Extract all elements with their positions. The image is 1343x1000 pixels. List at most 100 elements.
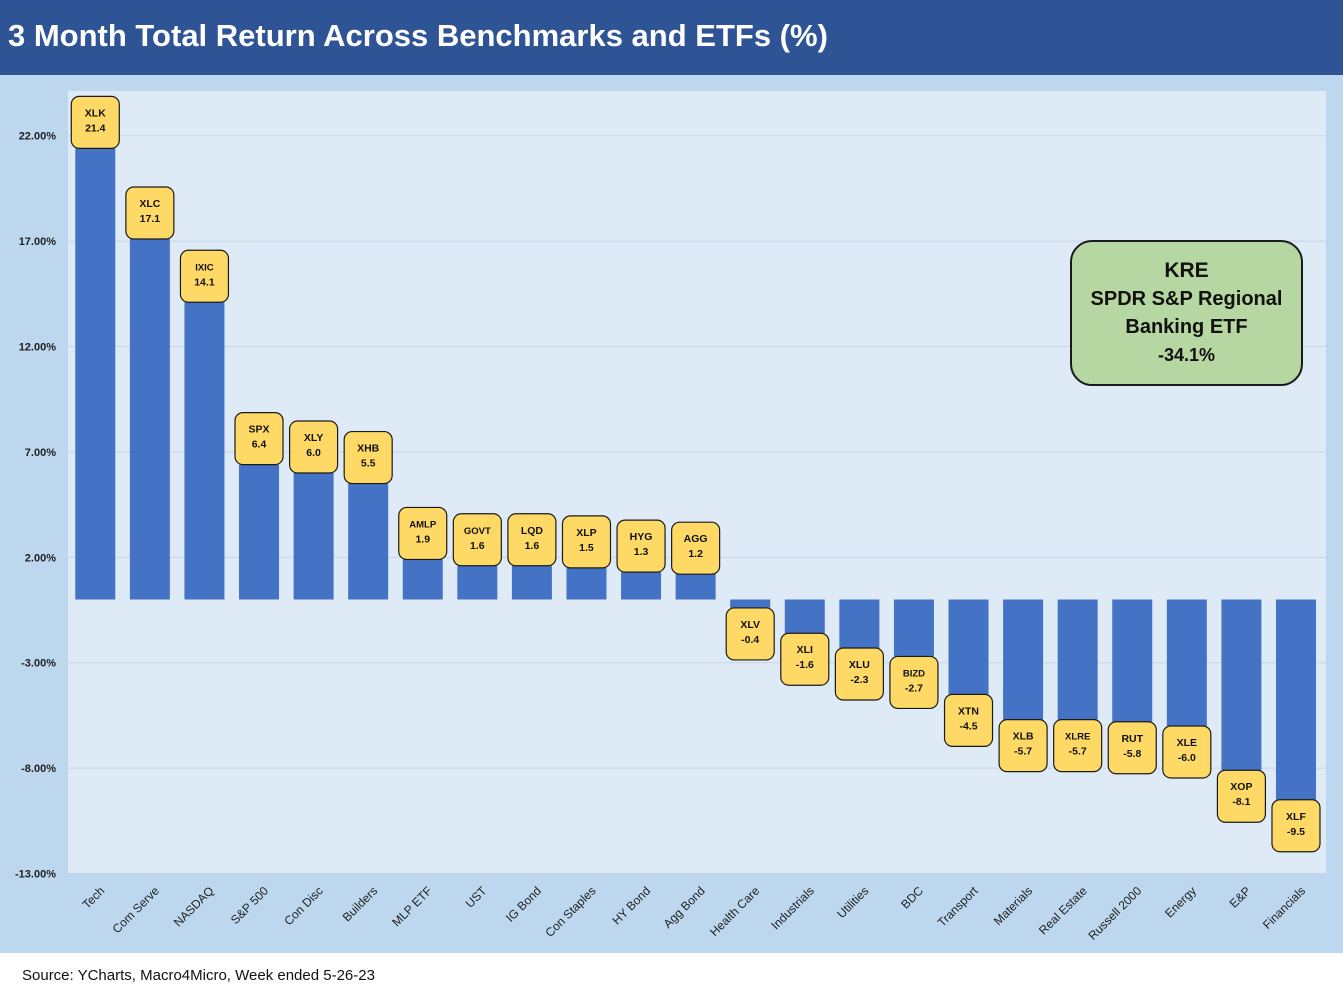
ticker-label: XHB	[357, 443, 380, 455]
x-tick-label: Agg Bond	[661, 884, 708, 931]
data-label-box	[234, 411, 284, 466]
bar	[1057, 599, 1098, 720]
data-label: 17.1	[140, 213, 161, 225]
x-tick-label: IG Bond	[503, 884, 544, 925]
x-tick-label: Transport	[935, 883, 981, 929]
data-label: 1.5	[579, 542, 594, 554]
ticker-label: LQD	[521, 525, 544, 537]
bar	[893, 599, 934, 657]
x-tick-label: Financials	[1260, 884, 1308, 932]
data-label: -5.7	[1069, 746, 1087, 758]
ticker-label: XLU	[849, 659, 870, 671]
bar	[675, 574, 716, 600]
bar	[457, 565, 498, 600]
title-bar: 3 Month Total Return Across Benchmarks a…	[0, 0, 1343, 75]
x-tick-label: Con Disc	[281, 884, 325, 928]
data-label: 6.0	[306, 447, 321, 459]
x-tick-label: Health Care	[707, 884, 762, 939]
footer: Source: YCharts, Macro4Micro, Week ended…	[0, 953, 1343, 1000]
x-tick-label: UST	[463, 883, 490, 910]
callout-name: SPDR S&P Regional Banking ETF	[1090, 288, 1283, 338]
data-label-box	[725, 607, 775, 661]
data-label-box	[1107, 721, 1157, 775]
data-label-box	[834, 647, 884, 701]
bar	[75, 148, 116, 600]
data-label: 1.3	[634, 546, 649, 558]
data-label-box	[561, 515, 612, 569]
x-tick-label: MLP ETF	[389, 884, 435, 930]
data-label-box	[452, 513, 502, 567]
ticker-label: XLP	[576, 527, 596, 539]
data-label-box	[671, 521, 721, 575]
callout-value: -34.1%	[1157, 345, 1216, 365]
data-label-box	[507, 513, 557, 567]
data-label: -9.5	[1287, 826, 1305, 838]
ticker-label: GOVT	[464, 526, 491, 537]
ticker-label: XOP	[1230, 781, 1252, 793]
data-label-box	[889, 655, 939, 710]
bar	[839, 599, 880, 648]
bar	[348, 483, 389, 600]
data-label: -6.0	[1178, 752, 1196, 764]
data-label-box	[70, 95, 120, 149]
bar	[1112, 599, 1153, 722]
bar	[1221, 599, 1262, 771]
ticker-label: XLF	[1286, 811, 1306, 823]
ticker-label: XLK	[85, 107, 106, 119]
bar	[402, 559, 443, 600]
data-label-box	[998, 719, 1048, 773]
x-tick-label: HY Bond	[609, 884, 653, 928]
bar	[184, 302, 225, 600]
ticker-label: XLY	[304, 432, 323, 444]
data-label-box	[780, 632, 830, 686]
data-label: -5.8	[1123, 748, 1141, 760]
data-label: -4.5	[959, 720, 977, 732]
ticker-label: XLV	[740, 619, 760, 631]
data-label-box	[179, 249, 230, 303]
data-label: -8.1	[1232, 796, 1250, 808]
data-label-box	[1162, 725, 1212, 779]
ticker-label: XLC	[139, 198, 160, 210]
y-tick-label: -8.00%	[21, 763, 56, 775]
ticker-label: RUT	[1121, 733, 1143, 745]
data-label: -0.4	[741, 634, 759, 646]
y-tick-label: 17.00%	[19, 236, 57, 248]
data-label-box	[1271, 799, 1321, 853]
bar	[621, 572, 662, 600]
data-label-box	[125, 186, 175, 240]
ticker-label: XTN	[958, 705, 979, 717]
bar	[1003, 599, 1044, 720]
x-tick-label: BDC	[898, 884, 926, 912]
x-tick-label: Con Staples	[542, 884, 598, 940]
data-label: -1.6	[796, 659, 814, 671]
y-tick-label: 7.00%	[25, 447, 56, 459]
data-label: -2.7	[905, 682, 923, 694]
ticker-label: SPX	[249, 424, 270, 436]
bar	[239, 464, 280, 600]
data-label-box	[943, 693, 994, 747]
ticker-label: XLI	[797, 644, 813, 656]
data-label: 1.9	[415, 533, 430, 545]
ticker-label: IXIC	[195, 262, 214, 273]
data-label-box	[343, 430, 393, 485]
y-tick-label: 22.00%	[19, 131, 57, 143]
data-label: 1.6	[525, 540, 540, 552]
data-label-box	[616, 519, 666, 573]
x-tick-label: Industrials	[768, 884, 817, 933]
chart-title: 3 Month Total Return Across Benchmarks a…	[8, 18, 828, 53]
x-tick-label: Materials	[991, 884, 1035, 928]
ticker-label: XLE	[1177, 737, 1197, 749]
data-label: 5.5	[361, 458, 376, 470]
ticker-label: AGG	[684, 533, 708, 545]
data-label: 14.1	[194, 276, 215, 288]
x-tick-label: E&P	[1227, 884, 1254, 911]
ticker-label: HYG	[630, 531, 653, 543]
x-tick-label: Tech	[80, 884, 108, 912]
bar	[1275, 599, 1316, 800]
x-tick-label: Russell 2000	[1085, 884, 1144, 943]
data-label-box	[1216, 769, 1267, 823]
ticker-label: XLB	[1013, 731, 1034, 743]
data-label-box	[1053, 719, 1103, 773]
bar	[566, 567, 607, 600]
x-tick-label: NASDAQ	[171, 884, 217, 930]
